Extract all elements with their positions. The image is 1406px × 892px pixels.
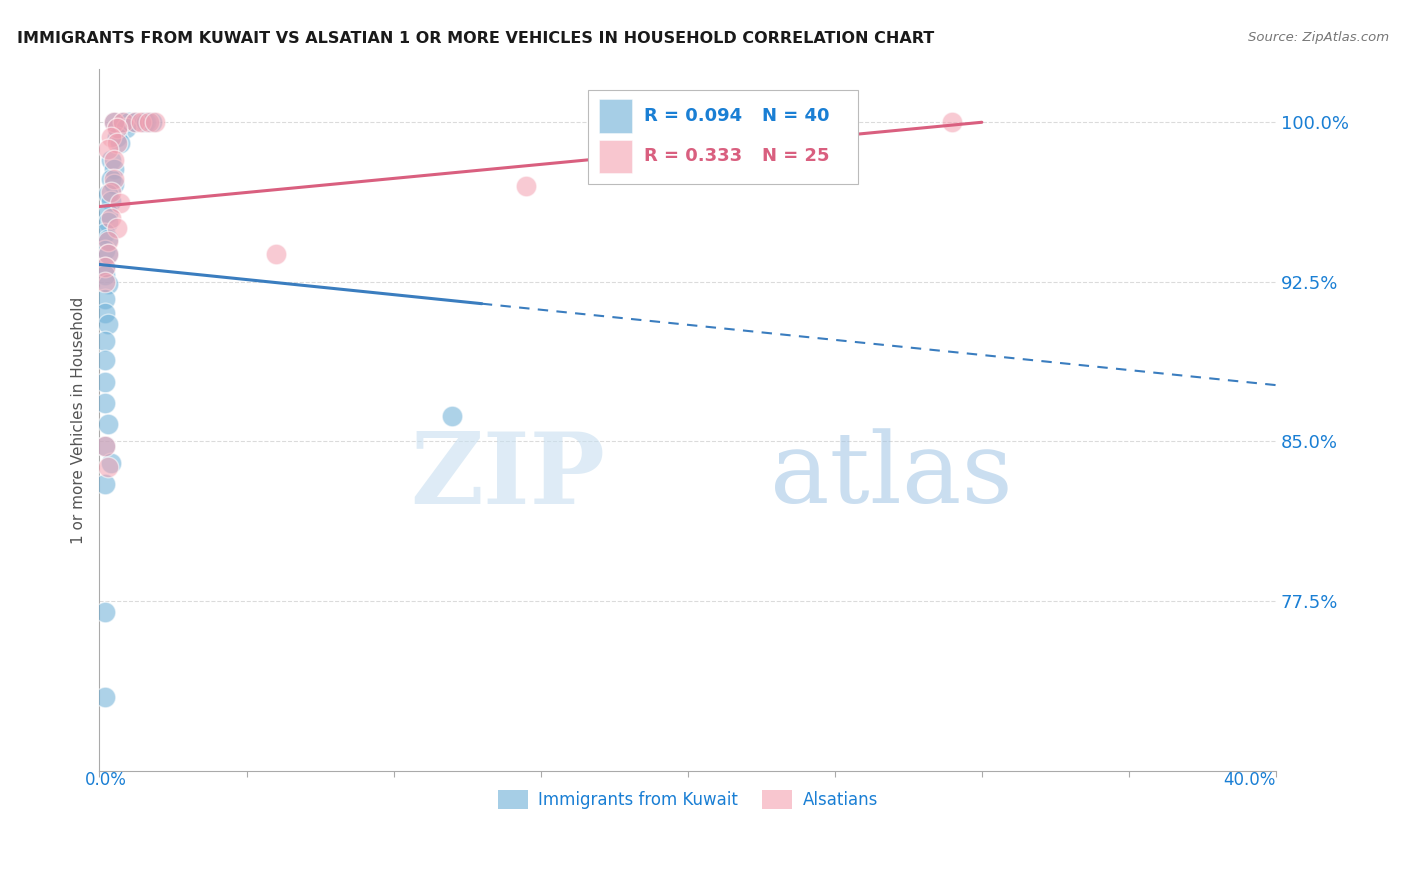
Point [103,115,125,129]
Point [94,438,117,452]
Point [94,260,117,274]
Point [97,234,120,248]
Bar [599,99,633,133]
Point [108,136,131,150]
Point [105,121,128,136]
Point [108,195,131,210]
Point [97,215,120,229]
Point [105,136,128,150]
Point [94,396,117,410]
Point [135,115,157,129]
Text: R = 0.333: R = 0.333 [644,147,742,165]
Point [129,115,152,129]
Point [100,129,122,144]
Point [103,115,125,129]
Point [94,243,117,257]
Bar [599,139,633,173]
Point [103,172,125,186]
Point [97,417,120,432]
Point [132,115,155,129]
Point [138,115,160,129]
Point [105,121,128,136]
Point [111,115,134,129]
Point [115,121,138,136]
Point [103,153,125,167]
Point [105,129,128,144]
Point [94,275,117,289]
Point [94,690,117,704]
FancyBboxPatch shape [588,89,858,185]
Legend: Immigrants from Kuwait, Alsatians: Immigrants from Kuwait, Alsatians [491,783,884,816]
Point [94,476,117,491]
Point [100,172,122,186]
Point [515,178,537,193]
Point [97,232,120,246]
Point [97,187,120,202]
Point [97,459,120,474]
Point [94,292,117,306]
Text: ZIP: ZIP [411,427,606,524]
Point [100,153,122,167]
Point [441,409,464,423]
Text: 40.0%: 40.0% [1223,772,1277,789]
Point [103,177,125,191]
Text: IMMIGRANTS FROM KUWAIT VS ALSATIAN 1 OR MORE VEHICLES IN HOUSEHOLD CORRELATION C: IMMIGRANTS FROM KUWAIT VS ALSATIAN 1 OR … [17,31,934,46]
Text: N = 25: N = 25 [762,147,830,165]
Point [100,456,122,470]
Point [111,115,134,129]
Point [97,143,120,157]
Point [94,306,117,320]
Point [100,185,122,199]
Point [100,194,122,208]
Point [94,334,117,348]
Point [97,206,120,220]
Text: R = 0.094: R = 0.094 [644,107,742,125]
Point [100,211,122,225]
Point [94,268,117,282]
Point [941,115,963,129]
Point [97,247,120,261]
Y-axis label: 1 or more Vehicles in Household: 1 or more Vehicles in Household [72,296,86,543]
Point [94,353,117,368]
Point [94,226,117,240]
Point [94,438,117,452]
Point [97,317,120,331]
Text: 0.0%: 0.0% [84,772,127,789]
Point [141,115,163,129]
Point [264,247,287,261]
Point [94,260,117,274]
Point [143,115,166,129]
Text: N = 40: N = 40 [762,107,830,125]
Point [97,247,120,261]
Point [105,221,128,235]
Point [97,277,120,291]
Point [103,161,125,176]
Point [94,605,117,619]
Point [94,375,117,389]
Text: Source: ZipAtlas.com: Source: ZipAtlas.com [1249,31,1389,45]
Point [118,115,141,129]
Text: atlas: atlas [770,428,1012,524]
Point [124,115,146,129]
Point [124,115,146,129]
